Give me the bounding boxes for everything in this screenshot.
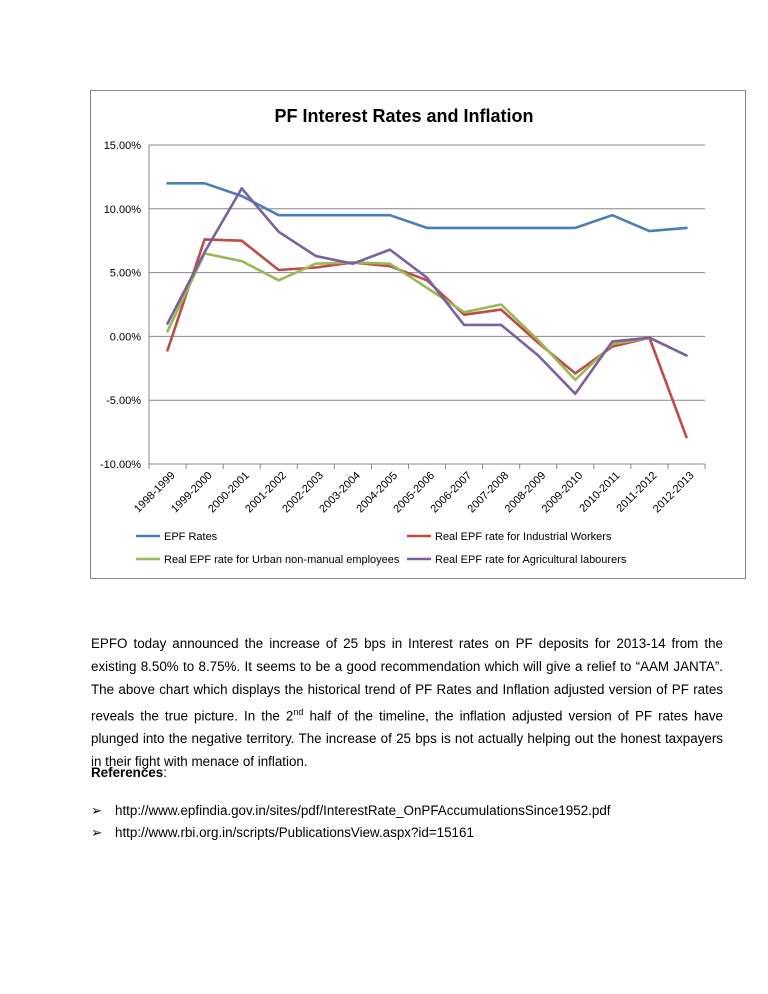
series-line-3	[166, 252, 688, 382]
list-item: ➢ http://www.epfindia.gov.in/sites/pdf/I…	[91, 800, 611, 822]
arrow-bullet-icon: ➢	[91, 803, 103, 818]
series-line-4	[166, 187, 688, 396]
y-tick-label: 10.00%	[104, 204, 142, 216]
legend: EPF Rates Real EPF rate for Industrial Wo…	[136, 531, 627, 566]
paragraph-text-1: EPFO today announced the increase of 25 …	[91, 636, 723, 724]
y-axis-tick-labels: 15.00% 10.00% 5.00% 0.00% -5.00% -10.00%	[100, 140, 141, 471]
y-tick-label: -5.00%	[106, 395, 141, 407]
legend-label: EPF Rates	[164, 531, 218, 543]
arrow-bullet-icon: ➢	[91, 825, 103, 840]
references-heading: References:	[91, 765, 167, 780]
y-tick-label: -10.00%	[100, 459, 141, 471]
legend-label: Real EPF rate for Urban non-manual emplo…	[164, 554, 400, 566]
chart-container: PF Interest Rates and Inflation 15.00% 10…	[90, 90, 746, 579]
references-list: ➢ http://www.epfindia.gov.in/sites/pdf/I…	[91, 800, 611, 844]
legend-label: Real EPF rate for Agricultural labourers	[435, 554, 627, 566]
series-line-2	[166, 238, 688, 439]
series-lines	[166, 182, 688, 439]
paragraph-text-2: half of the timeline, the inflation adju…	[91, 708, 723, 770]
reference-link-1[interactable]: http://www.epfindia.gov.in/sites/pdf/Int…	[115, 803, 611, 818]
body-paragraph: EPFO today announced the increase of 25 …	[91, 632, 723, 773]
gridlines	[148, 144, 706, 469]
references-label: References	[91, 765, 164, 780]
y-tick-label: 0.00%	[110, 331, 141, 343]
list-item: ➢ http://www.rbi.org.in/scripts/Publicat…	[91, 822, 611, 844]
reference-link-2[interactable]: http://www.rbi.org.in/scripts/Publicatio…	[115, 825, 474, 840]
y-tick-label: 5.00%	[110, 268, 141, 280]
chart-title: PF Interest Rates and Inflation	[274, 106, 533, 126]
y-tick-label: 15.00%	[104, 140, 142, 152]
line-chart: PF Interest Rates and Inflation 15.00% 10…	[100, 106, 706, 566]
references-colon: :	[163, 765, 167, 780]
x-axis-tick-labels: 1998-19991999-20002000-20012001-20022002…	[132, 470, 697, 516]
paragraph-superscript: nd	[293, 707, 304, 717]
series-line-1	[166, 182, 688, 233]
legend-label: Real EPF rate for Industrial Workers	[435, 531, 612, 543]
